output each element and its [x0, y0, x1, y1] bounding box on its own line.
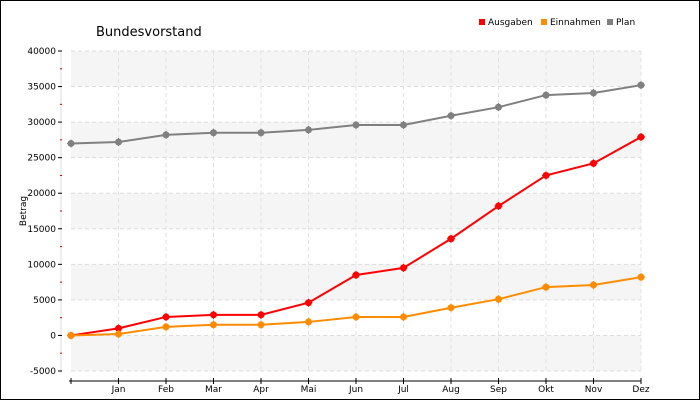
legend-label-plan: Plan [616, 18, 635, 28]
x-tick-label: Mai [301, 385, 317, 395]
x-axis-ticks: Jan Feb Mar Apr Mai Jun Jul Aug Sep Okt Nov Dez [70, 378, 650, 395]
y-axis-ticks: -5000 0 5000 10000 15000 20000 25000 30000 35000… [27, 47, 62, 377]
legend-swatch-plan [607, 19, 613, 25]
legend-label-einnahmen: Einnahmen [550, 18, 601, 28]
chart-title: Bundesvorstand [96, 25, 202, 40]
y-axis-title: Betrag [19, 196, 29, 226]
y-tick-label: 40000 [27, 47, 56, 57]
y-tick-label: 0 [50, 331, 56, 341]
x-tick-label: Jun [348, 385, 363, 395]
legend: Ausgaben Einnahmen Plan [479, 18, 635, 28]
x-tick-label: Okt [538, 385, 554, 395]
y-tick-label: 15000 [27, 225, 56, 235]
x-tick-label: Jan [111, 385, 126, 395]
background-bands [71, 51, 641, 371]
y-tick-label: 10000 [27, 260, 56, 270]
y-tick-label: 30000 [27, 118, 56, 128]
x-tick-label: Dez [632, 385, 649, 395]
y-tick-label: 35000 [27, 83, 56, 93]
x-tick-label: Sep [490, 385, 507, 395]
y-tick-label: 20000 [27, 189, 56, 199]
y-tick-label: -5000 [30, 367, 56, 377]
legend-label-ausgaben: Ausgaben [488, 18, 533, 28]
legend-swatch-einnahmen [541, 19, 547, 25]
legend-swatch-ausgaben [479, 19, 485, 25]
y-tick-label: 5000 [33, 296, 56, 306]
series-layer [67, 81, 645, 340]
x-tick-label: Feb [158, 385, 174, 395]
x-tick-label: Jul [397, 385, 409, 395]
y-tick-label: 25000 [27, 154, 56, 164]
x-tick-label: Mar [205, 385, 222, 395]
x-tick-label: Nov [585, 385, 603, 395]
x-tick-label: Apr [253, 385, 269, 395]
x-tick-label: Aug [442, 385, 460, 395]
